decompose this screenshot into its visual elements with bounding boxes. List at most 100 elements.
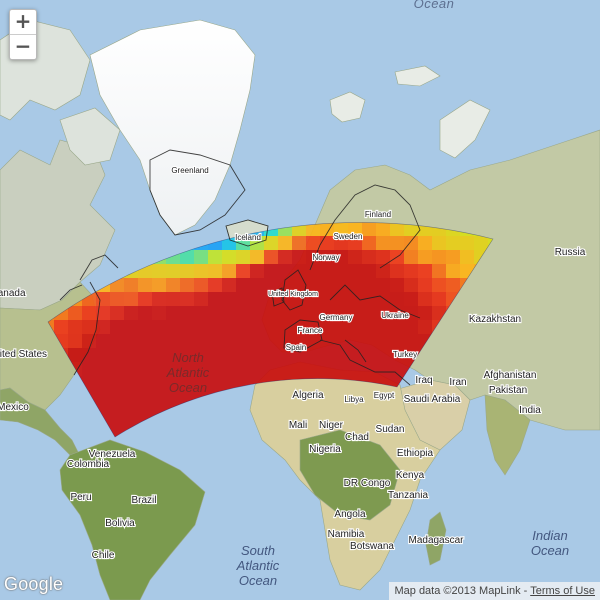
map-data-text: Map data ©2013 MapLink <box>394 585 521 597</box>
heatmap-cell <box>194 306 209 321</box>
heatmap-cell <box>166 306 181 321</box>
heatmap-cell <box>390 362 405 377</box>
heatmap-cell <box>208 306 223 321</box>
place-label-sudan: Sudan <box>376 424 405 435</box>
heatmap-cell <box>96 376 111 391</box>
terms-of-use-link[interactable]: Terms of Use <box>530 585 595 597</box>
heatmap-cell <box>166 376 181 391</box>
heatmap-cell <box>152 362 167 377</box>
heatmap-cell <box>236 264 251 279</box>
heatmap-cell <box>166 362 181 377</box>
heatmap-cell <box>166 334 181 349</box>
heatmap-cell <box>320 278 335 293</box>
heatmap-cell <box>348 362 363 377</box>
heatmap-cell <box>404 292 419 307</box>
heatmap-cell <box>418 292 433 307</box>
heatmap-cell <box>376 306 391 321</box>
heatmap-cell <box>222 334 237 349</box>
zoom-out-button[interactable]: − <box>10 34 36 59</box>
heatmap-cell <box>236 250 251 265</box>
place-label-afghanistan: Afghanistan <box>484 370 537 381</box>
heatmap-cell <box>82 362 97 377</box>
heatmap-cell <box>236 292 251 307</box>
heatmap-cell <box>152 334 167 349</box>
heatmap-cell <box>152 320 167 335</box>
ocean-label-south-atlantic-1: South <box>241 543 275 558</box>
heatmap-cell <box>390 292 405 307</box>
heatmap-cell <box>194 264 209 279</box>
heatmap-cell <box>362 348 377 363</box>
heatmap-cell <box>348 320 363 335</box>
heatmap-cell <box>390 334 405 349</box>
heatmap-cell <box>138 320 153 335</box>
heatmap-cell <box>236 320 251 335</box>
heatmap-cell <box>376 236 391 251</box>
heatmap-cell <box>474 236 489 251</box>
heatmap-cell <box>180 348 195 363</box>
place-label-colombia: Colombia <box>67 459 110 470</box>
heatmap-cell <box>152 292 167 307</box>
heatmap-cell <box>376 334 391 349</box>
google-logo[interactable]: Google <box>4 574 64 594</box>
heatmap-cell <box>306 292 321 307</box>
heatmap-cell <box>194 362 209 377</box>
place-label-venezuela: Venezuela <box>89 449 136 460</box>
heatmap-cell <box>278 320 293 335</box>
heatmap-cell <box>390 348 405 363</box>
landmass-baffin-island <box>59 107 121 166</box>
heatmap-cell <box>110 362 125 377</box>
heatmap-cell <box>292 348 307 363</box>
heatmap-cell <box>166 390 181 405</box>
heatmap-cell <box>278 348 293 363</box>
heatmap-cell <box>334 250 349 265</box>
place-label-iran: Iran <box>449 377 466 388</box>
heatmap-cell <box>334 264 349 279</box>
heatmap-cell <box>124 404 139 419</box>
heatmap-cell <box>124 306 139 321</box>
heatmap-cell <box>96 292 111 307</box>
place-label-norway: Norway <box>312 253 339 262</box>
heatmap-cell <box>404 278 419 293</box>
place-label-peru: Peru <box>70 492 91 503</box>
heatmap-cell <box>292 250 307 265</box>
place-label-iraq: Iraq <box>415 375 432 386</box>
ocean-label-south-atlantic-2: Atlantic <box>236 558 280 573</box>
zoom-in-button[interactable]: + <box>14 9 32 33</box>
heatmap-cell <box>166 278 181 293</box>
landmass-franz-josef <box>394 65 441 87</box>
heatmap-cell <box>320 320 335 335</box>
heatmap-cell <box>110 306 125 321</box>
heatmap-cell <box>320 292 335 307</box>
heatmap-cell <box>362 236 377 251</box>
heatmap-cell <box>250 292 265 307</box>
heatmap-cell <box>180 264 195 279</box>
heatmap-cell <box>110 376 125 391</box>
heatmap-cell <box>278 236 293 251</box>
heatmap-cell <box>110 348 125 363</box>
heatmap-cell <box>110 404 125 419</box>
heatmap-cell <box>222 278 237 293</box>
heatmap-cell <box>264 348 279 363</box>
heatmap-cell <box>446 236 461 251</box>
heatmap-cell <box>362 320 377 335</box>
heatmap-cell <box>334 334 349 349</box>
ocean-label-indian-2: Ocean <box>531 543 569 558</box>
heatmap-cell <box>362 250 377 265</box>
heatmap-cell <box>124 292 139 307</box>
heatmap-cell <box>110 334 125 349</box>
heatmap-cell <box>320 334 335 349</box>
heatmap-cell <box>348 236 363 251</box>
heatmap-cell <box>334 362 349 377</box>
heatmap-cell <box>208 250 223 265</box>
heatmap-cell <box>264 320 279 335</box>
heatmap-cell <box>278 362 293 377</box>
heatmap-cell <box>432 264 447 279</box>
heatmap-cell <box>320 306 335 321</box>
heatmap-cell <box>362 264 377 279</box>
heatmap-cell <box>96 320 111 335</box>
landmass-central-africa <box>299 429 401 521</box>
heatmap-cell <box>418 264 433 279</box>
place-label-drcongo: DR Congo <box>344 478 391 489</box>
place-label-france: France <box>298 326 323 335</box>
